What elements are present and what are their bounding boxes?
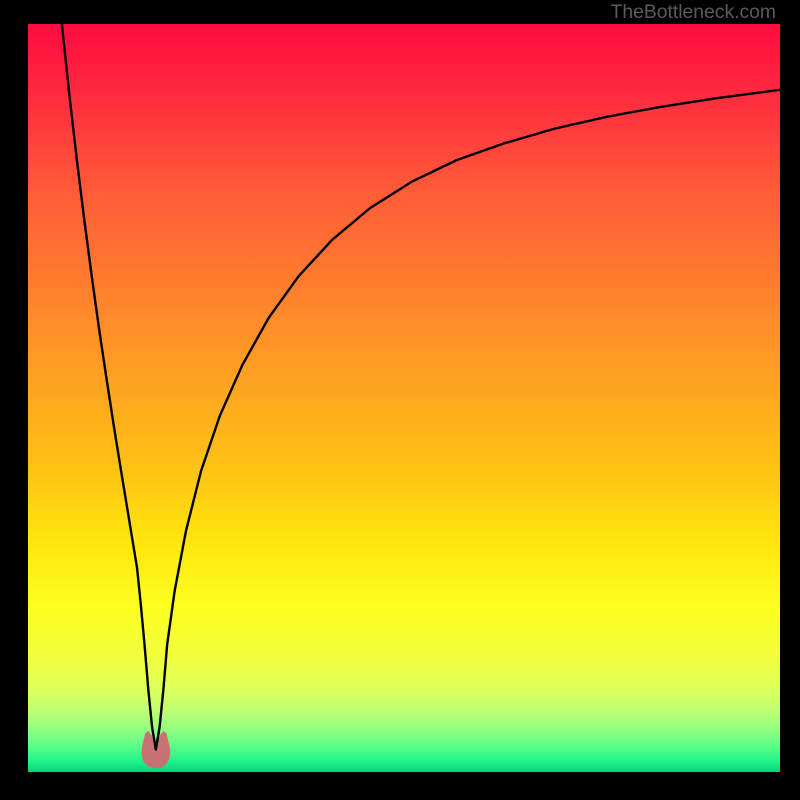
bottleneck-curve: [62, 24, 780, 750]
curve-layer: [28, 24, 780, 772]
chart-root: TheBottleneck.com: [0, 0, 800, 800]
watermark-text: TheBottleneck.com: [611, 2, 776, 24]
plot-area: [28, 24, 780, 772]
